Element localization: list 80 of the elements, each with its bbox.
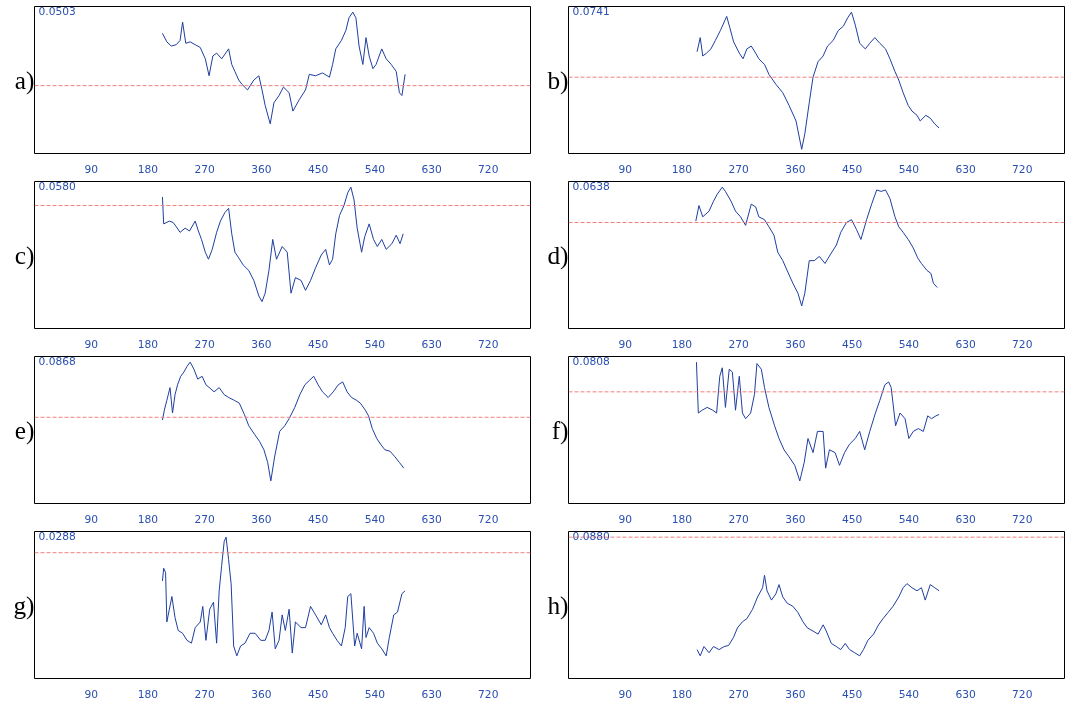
x-tick-label: 450 [841,687,863,701]
annotation: 0.0868 [38,354,77,368]
x-tick-label: 180 [671,337,693,351]
x-tick-label: 540 [364,162,386,176]
x-tick-label: 270 [728,512,750,526]
annotation: 0.0503 [38,4,76,18]
x-tick-label: 360 [785,687,806,701]
annotation: 0.0808 [572,354,611,368]
x-tick-label: 450 [307,162,329,176]
x-tick-label: 90 [84,512,99,526]
x-tick-label: 720 [1012,162,1033,176]
annotation: b) [547,66,569,95]
x-tick-label: 360 [251,687,272,701]
x-tick-label: 720 [1012,687,1033,701]
annotation: a) [14,66,35,95]
x-tick-label: 540 [898,162,920,176]
x-tick-label: 720 [478,337,499,351]
x-tick-label: 270 [194,512,216,526]
x-tick-label: 90 [618,162,633,176]
x-tick-label: 90 [618,512,633,526]
x-tick-label: 630 [421,687,442,701]
x-tick-label: 630 [421,162,442,176]
x-tick-label: 720 [478,687,499,701]
x-tick-label: 720 [478,512,499,526]
x-tick-label: 180 [671,687,693,701]
x-tick-label: 630 [955,512,976,526]
x-tick-label: 90 [618,337,633,351]
x-tick-label: 450 [307,687,329,701]
x-tick-label: 450 [841,162,863,176]
annotation: 0.0288 [38,529,77,543]
x-tick-label: 540 [898,337,920,351]
annotation: f) [551,416,569,445]
x-tick-label: 180 [137,162,159,176]
x-tick-label: 360 [785,162,806,176]
x-tick-label: 360 [785,337,806,351]
x-tick-label: 360 [785,512,806,526]
x-tick-label: 540 [898,512,920,526]
x-tick-label: 720 [478,162,499,176]
x-tick-label: 270 [194,337,216,351]
x-tick-label: 720 [1012,512,1033,526]
x-tick-label: 270 [194,687,216,701]
x-tick-label: 360 [251,512,272,526]
x-tick-label: 180 [137,687,159,701]
annotation: 0.0580 [38,179,77,193]
x-tick-label: 630 [955,162,976,176]
x-tick-label: 90 [618,687,633,701]
x-tick-label: 630 [955,687,976,701]
x-tick-label: 450 [307,337,329,351]
annotation: g) [13,591,35,620]
x-tick-label: 360 [251,337,272,351]
x-tick-label: 180 [137,337,159,351]
x-tick-label: 720 [1012,337,1033,351]
x-tick-label: 540 [364,687,386,701]
x-tick-label: 180 [671,512,693,526]
x-tick-label: 540 [898,687,920,701]
x-tick-label: 360 [251,162,272,176]
annotation: h) [547,591,569,620]
x-tick-label: 630 [955,337,976,351]
annotation: 0.0741 [572,4,610,18]
text: 0.0880 [572,529,611,543]
x-tick-label: 90 [84,162,99,176]
x-tick-label: 540 [364,337,386,351]
x-tick-label: 270 [728,162,750,176]
x-tick-label: 270 [728,687,750,701]
annotation: 0.0638 [572,179,611,193]
x-tick-label: 90 [84,337,99,351]
x-tick-label: 90 [84,687,99,701]
x-tick-label: 270 [728,337,750,351]
x-tick-label: 630 [421,337,442,351]
x-tick-label: 180 [137,512,159,526]
annotation: c) [14,241,35,270]
x-tick-label: 270 [194,162,216,176]
annotation: d) [547,241,569,270]
annotation: e) [14,416,35,445]
x-tick-label: 540 [364,512,386,526]
x-tick-label: 450 [307,512,329,526]
x-tick-label: 630 [421,512,442,526]
x-tick-label: 450 [841,512,863,526]
x-tick-label: 180 [671,162,693,176]
x-tick-label: 450 [841,337,863,351]
